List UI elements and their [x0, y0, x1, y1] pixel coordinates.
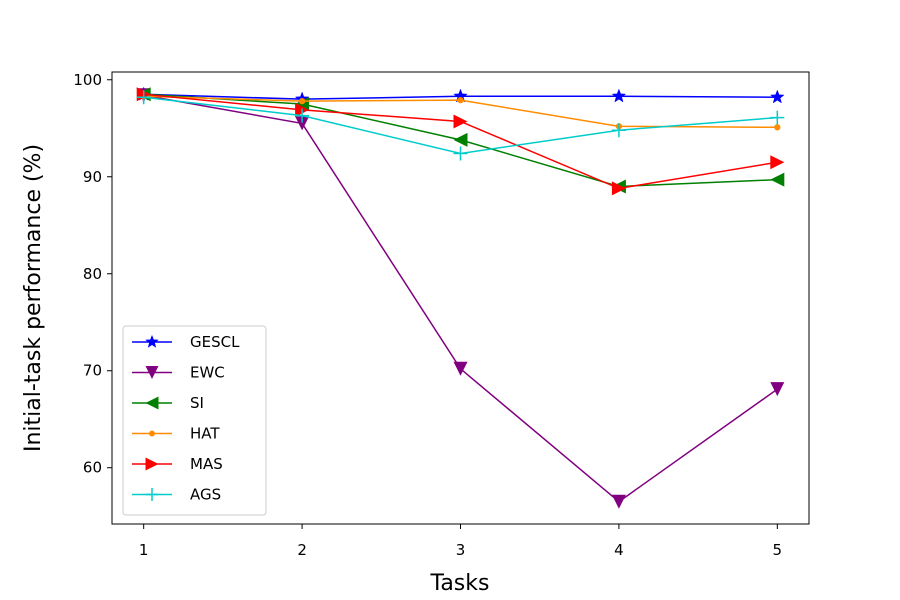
legend-marker-ewc: [145, 366, 159, 379]
legend-entry-hat: HAT: [132, 425, 220, 443]
legend-label-hat: HAT: [190, 425, 220, 443]
data-point-mas-4: [611, 181, 626, 196]
legend-marker-hat: [149, 430, 155, 437]
data-point-ags-5: [770, 110, 785, 125]
y-tick-label: 60: [83, 459, 102, 477]
legend-marker-ags: [145, 488, 159, 501]
data-point-ags-2: [295, 108, 310, 123]
legend-label-ewc: EWC: [190, 364, 225, 382]
data-point-ags-4: [611, 123, 626, 138]
series-layer: [136, 86, 785, 509]
legend-marker-si: [145, 396, 159, 410]
data-point-mas-5: [770, 155, 785, 170]
data-point-mas-3: [453, 114, 468, 129]
data-point-si-3: [453, 132, 468, 147]
data-point-ewc-5: [770, 382, 785, 397]
legend-entry-si: SI: [132, 394, 204, 412]
data-point-si-5: [770, 172, 785, 187]
y-axis-title: Initial-task performance (%): [21, 144, 46, 452]
x-tick-label: 1: [139, 541, 149, 559]
data-point-ewc-2: [295, 116, 310, 131]
y-tick-label: 90: [83, 168, 102, 186]
data-point-hat-3: [457, 96, 464, 104]
legend: GESCL EWC SI HAT MAS AGS: [122, 325, 267, 516]
legend-entry-ags: AGS: [132, 486, 221, 504]
legend-label-gescl: GESCL: [190, 333, 240, 351]
data-point-ewc-3: [453, 361, 468, 376]
data-point-ags-3: [453, 146, 468, 161]
x-tick-label: 5: [773, 541, 783, 559]
legend-entry-ewc: EWC: [132, 364, 225, 382]
x-axis-title: Tasks: [430, 571, 490, 596]
data-point-ewc-4: [611, 494, 626, 509]
data-point-hat-2: [298, 97, 306, 105]
series-ags: [136, 90, 785, 161]
x-tick-label: 3: [456, 541, 466, 559]
series-mas: [136, 87, 785, 196]
x-tick-label: 2: [297, 541, 307, 559]
y-tick-label: 80: [83, 265, 102, 283]
data-point-gescl-5: [769, 89, 785, 104]
data-point-ags-1: [136, 90, 151, 105]
legend-label-si: SI: [190, 394, 204, 412]
legend-entry-gescl: GESCL: [132, 333, 240, 351]
legend-label-ags: AGS: [190, 486, 221, 504]
data-point-hat-5: [774, 124, 781, 131]
legend-marker-gescl: [145, 334, 159, 348]
y-tick-label: 70: [83, 362, 102, 380]
ticks-layer: 1 2 3 4 5 60 70 80 90 100: [73, 71, 782, 559]
legend-label-mas: MAS: [190, 455, 223, 473]
y-tick-label: 100: [73, 71, 102, 89]
x-tick-label: 4: [614, 541, 624, 559]
data-point-gescl-4: [611, 88, 627, 103]
legend-marker-mas: [145, 457, 159, 471]
legend-entry-mas: MAS: [132, 455, 223, 473]
